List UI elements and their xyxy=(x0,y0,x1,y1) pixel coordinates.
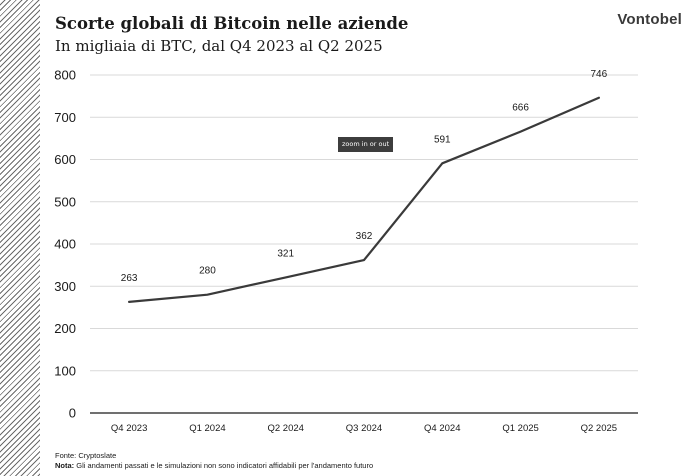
y-tick-label: 700 xyxy=(54,110,76,125)
zoom-tooltip[interactable]: zoom in or out xyxy=(338,137,394,152)
data-label: 321 xyxy=(277,248,294,259)
data-label: 666 xyxy=(512,103,529,114)
x-tick-label: Q2 2025 xyxy=(581,423,617,434)
source-note: Fonte: Cryptoslate xyxy=(55,451,117,460)
y-tick-label: 100 xyxy=(54,363,76,378)
y-tick-label: 600 xyxy=(54,152,76,167)
hatched-border xyxy=(0,0,40,476)
chart-subtitle: In migliaia di BTC, dal Q4 2023 al Q2 20… xyxy=(55,37,383,55)
y-tick-label: 0 xyxy=(69,406,76,421)
x-tick-label: Q4 2024 xyxy=(424,423,460,434)
x-axis-ticks: Q4 2023 Q1 2024 Q2 2024 Q3 2024 Q4 2024 Q1 20… xyxy=(111,423,617,434)
note-label: Nota: xyxy=(55,461,75,470)
y-tick-label: 800 xyxy=(54,68,76,83)
grid-layer xyxy=(90,74,638,414)
y-tick-label: 300 xyxy=(54,279,76,294)
x-tick-label: Q2 2024 xyxy=(267,423,303,434)
x-tick-label: Q1 2025 xyxy=(502,423,538,434)
x-tick-label: Q1 2024 xyxy=(189,423,225,434)
data-label: 362 xyxy=(356,231,373,242)
y-axis-ticks: 0 100 200 300 400 500 600 700 800 xyxy=(54,68,76,421)
data-label: 280 xyxy=(199,266,216,277)
data-label: 263 xyxy=(121,273,138,284)
x-tick-label: Q4 2023 xyxy=(111,423,147,434)
y-tick-label: 200 xyxy=(54,321,76,336)
x-tick-label: Q3 2024 xyxy=(346,423,382,434)
note-text: Gli andamenti passati e le simulazioni n… xyxy=(76,461,374,470)
data-label: 591 xyxy=(434,134,451,145)
chart-title: Scorte globali di Bitcoin nelle aziende xyxy=(55,14,409,33)
data-label: 746 xyxy=(591,69,608,80)
disclaimer-note: Nota: Gli andamenti passati e le simulaz… xyxy=(55,461,373,470)
y-tick-label: 400 xyxy=(54,237,76,252)
brand-logo: Vontobel xyxy=(617,11,682,28)
series-layer xyxy=(128,96,601,303)
y-tick-label: 500 xyxy=(54,194,76,209)
data-labels: 263 280 321 362 591 666 746 xyxy=(121,69,608,284)
